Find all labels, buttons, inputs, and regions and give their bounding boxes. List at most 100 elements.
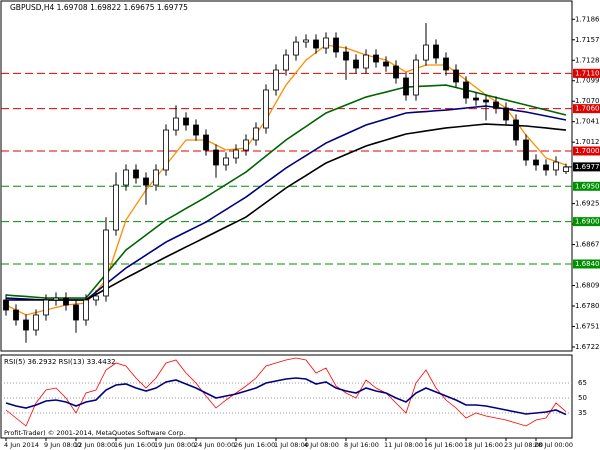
- moving-average: [5, 105, 567, 301]
- candle-body: [223, 157, 229, 166]
- level-label: 1.69500: [575, 182, 600, 190]
- level-label-box: [573, 259, 600, 269]
- candle-body: [523, 139, 529, 161]
- candle-body: [253, 127, 259, 141]
- candle-body: [43, 299, 49, 316]
- candle-body: [53, 297, 59, 301]
- moving-average: [6, 123, 567, 301]
- candle-body: [103, 229, 109, 297]
- y-tick-label: 1.70705: [575, 97, 600, 105]
- candle-body: [343, 51, 349, 61]
- level-label-box: [573, 217, 600, 227]
- y-tick-label: 1.67515: [575, 322, 600, 330]
- candle-body: [173, 117, 179, 131]
- y-tick-label: 1.68095: [575, 282, 600, 290]
- y-tick-label: 1.67225: [575, 343, 600, 351]
- x-tick-label: 24 Jun 00:00: [194, 441, 235, 449]
- candle-body: [183, 117, 189, 126]
- candle-body: [483, 99, 489, 103]
- x-tick-label: 16 Jun 16:00: [114, 441, 155, 449]
- x-tick-label: 26 Jun 16:00: [234, 441, 275, 449]
- candle-body: [63, 297, 69, 306]
- x-tick-label: 16 Jul 16:00: [424, 441, 463, 449]
- candle-body: [273, 69, 279, 91]
- last-price-box: [573, 162, 600, 172]
- level-label: 1.68400: [575, 260, 600, 268]
- chart-title: GBPUSD,H4 1.69708 1.69822 1.69675 1.6977…: [10, 3, 188, 12]
- candle-body: [473, 97, 479, 101]
- candle-body: [563, 166, 569, 173]
- candle-body: [213, 149, 219, 166]
- candle-body: [293, 41, 299, 56]
- candle-body: [193, 124, 199, 136]
- rsi-line: [5, 377, 567, 416]
- candle-body: [433, 44, 439, 59]
- x-tick-label: 18 Jul 16:00: [464, 441, 503, 449]
- candle-body: [243, 139, 249, 151]
- candle-body: [143, 177, 149, 186]
- candle-body: [23, 319, 29, 331]
- candle-body: [353, 59, 359, 69]
- y-tick-label: 1.71575: [575, 36, 600, 44]
- moving-average: [5, 44, 567, 316]
- candle-body: [493, 101, 499, 109]
- rsi-line: [5, 357, 567, 427]
- y-tick-label: 1.69255: [575, 200, 600, 208]
- y-tick-label: 65: [578, 379, 587, 387]
- candle-body: [83, 299, 89, 321]
- moving-average: [5, 84, 567, 299]
- level-label: 1.69000: [575, 218, 600, 226]
- candle-body: [543, 164, 549, 171]
- candle-body: [323, 37, 329, 49]
- level-label-box: [573, 68, 600, 78]
- candle-body: [313, 39, 319, 49]
- candle-body: [363, 54, 369, 69]
- y-tick-label: 50: [578, 394, 587, 402]
- axes: 1.71865 1.71575 1.71285 1.70995 1.70705 1.704…: [4, 15, 600, 449]
- x-tick-label: 23 Jul 08:00: [504, 441, 543, 449]
- y-tick-label: 1.67805: [575, 302, 600, 310]
- candle-body: [503, 107, 509, 121]
- x-tick-label: 4 Jun 2014: [4, 441, 39, 449]
- y-tick-label: 1.71865: [575, 15, 600, 23]
- candle-body: [3, 299, 9, 311]
- level-label: 1.70000: [575, 147, 600, 155]
- y-tick-label: 1.70415: [575, 118, 600, 126]
- candle-body: [133, 169, 139, 179]
- x-tick-label: 4 Jul 08:00: [304, 441, 339, 449]
- candle-body: [393, 65, 399, 79]
- candle-body: [553, 161, 559, 171]
- candle-body: [153, 169, 159, 186]
- y-tick-label: 1.71285: [575, 56, 600, 64]
- candle-body: [233, 149, 239, 159]
- candle-body: [123, 169, 129, 186]
- candle-body: [333, 37, 339, 53]
- x-tick-label: 11 Jul 08:00: [384, 441, 423, 449]
- x-tick-label: 28 Jul 00:00: [534, 441, 573, 449]
- candle-body: [113, 184, 119, 231]
- candle-body: [423, 44, 429, 61]
- y-tick-label: 1.70995: [575, 77, 600, 85]
- candle-body: [453, 69, 459, 83]
- y-tick-label: 35: [578, 409, 587, 417]
- rsi-title: RSI(5) 36.2932 RSI(13) 33.4432: [4, 358, 116, 366]
- level-label-box: [573, 104, 600, 114]
- candle-body: [383, 61, 389, 67]
- last-price-label: 1.69775: [575, 163, 600, 171]
- candle-body: [463, 81, 469, 99]
- candle-body: [93, 295, 99, 301]
- copyright: Profit-Trader) © 2001-2014, MetaQuotes S…: [4, 429, 185, 437]
- price-plot: [1, 23, 572, 343]
- candle-body: [533, 159, 539, 166]
- candle-body: [303, 39, 309, 43]
- level-label: 1.70600: [575, 105, 600, 113]
- candle-body: [13, 309, 19, 321]
- candle-body: [203, 134, 209, 151]
- level-label-box: [573, 181, 600, 191]
- level-label-box: [573, 146, 600, 156]
- rsi-panel: [0, 354, 573, 439]
- x-tick-label: 19 Jun 08:00: [154, 441, 195, 449]
- x-tick-label: 1 Jul 08:00: [274, 441, 309, 449]
- candle-body: [263, 89, 269, 129]
